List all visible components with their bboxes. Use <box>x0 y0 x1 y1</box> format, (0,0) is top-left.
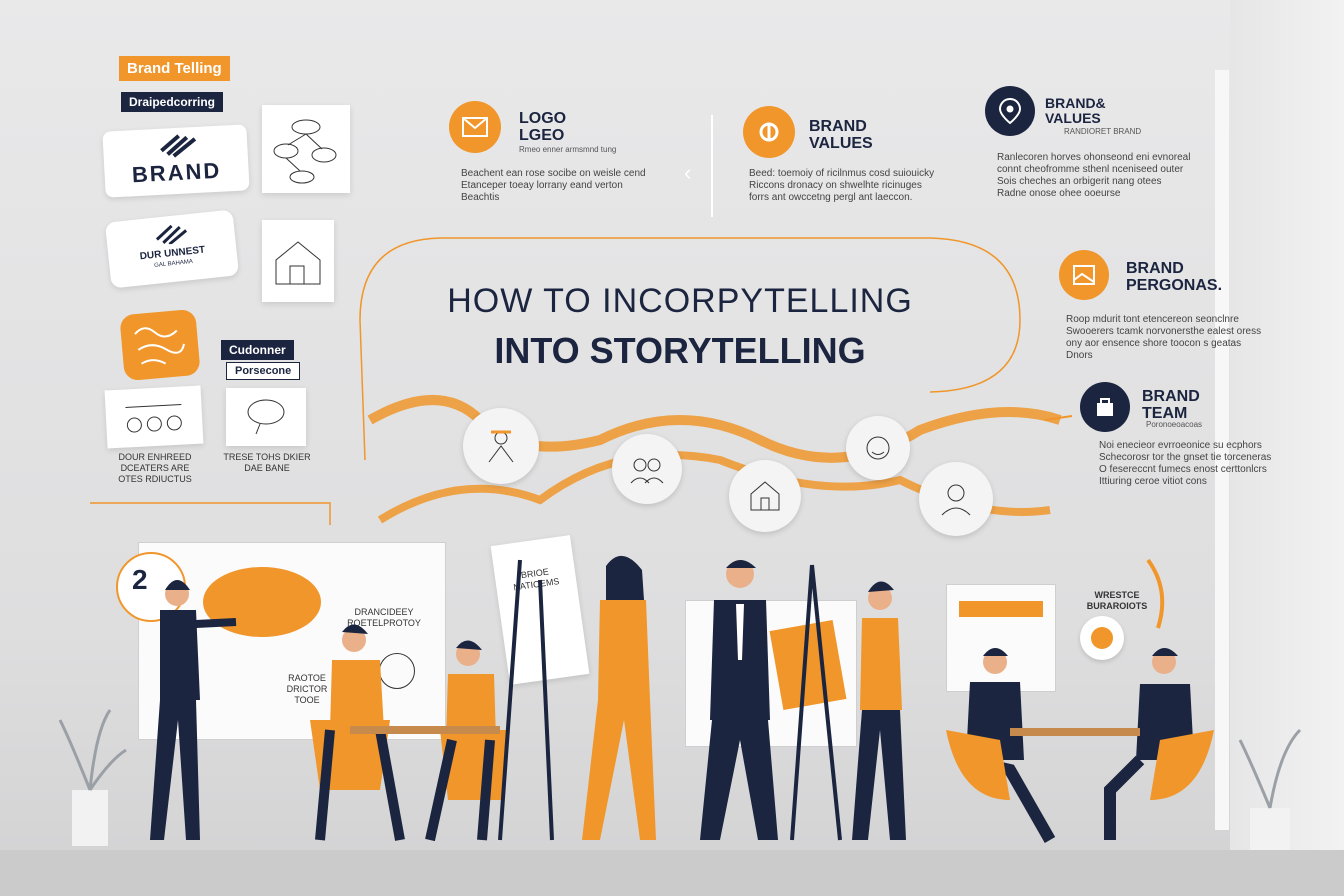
brand-logo-card-2: DUR UNNEST GAL BAHAMA <box>104 209 240 289</box>
easel-stand <box>498 559 554 841</box>
board-left-text: RAOTOE DRICTOR TOOE <box>286 673 328 705</box>
team-feature-subtitle: Poronoeoacoas <box>1146 420 1203 429</box>
headline-line-2: INTO STORYTELLING <box>494 330 866 371</box>
orange-dot-icon <box>1091 627 1113 649</box>
values-feature-body: Beed: toemoiy of ricilnmus cosd suiouick… <box>749 168 935 203</box>
presenter-woman-right <box>852 581 906 840</box>
at-sign-icon <box>759 122 779 142</box>
right-board-text: WRESTCE BURAROIOTS <box>1086 590 1148 611</box>
flow-node-5 <box>919 462 993 536</box>
personas-feature-title: BRAND PERGONAS. <box>1126 260 1223 294</box>
personas-feature-body: Roop mdurit tont etencereon seonclnre Sw… <box>1066 314 1262 361</box>
envelope-icon <box>462 117 488 137</box>
image-frame-icon <box>1073 265 1095 285</box>
person-sketch-icon <box>488 430 514 463</box>
left-caption-1: DOUR ENHREED DCEATERS ARE OTES RDIUCTUS <box>118 452 192 484</box>
flow-node-2 <box>612 434 682 504</box>
flow-node-4 <box>846 416 910 480</box>
headline-line-1: HOW TO INCORPYTELLING <box>447 282 913 320</box>
portrait-icon <box>941 484 971 516</box>
sub-tag: Draipedcorring <box>121 92 224 112</box>
face-sketch-icon <box>866 436 890 460</box>
bag-icon <box>1097 398 1113 416</box>
sketch-card-4 <box>226 388 306 446</box>
customer-tag: Cudonner <box>221 340 294 360</box>
divider-line <box>711 115 713 217</box>
meeting-table-left <box>350 726 500 734</box>
logo-feature-title: LOGO LGEO <box>519 110 567 144</box>
flow-node-3 <box>729 460 801 532</box>
values-feature-title: BRAND VALUES <box>809 118 873 152</box>
chair-orange-right <box>946 730 1010 800</box>
scribble-icon <box>134 327 185 365</box>
brand-logo-card: BRAND <box>102 124 250 198</box>
presenter-man-center <box>700 560 778 840</box>
persona-tag: Porsecone <box>226 362 301 380</box>
location-feature-badge <box>985 86 1035 136</box>
team-feature-body: Noi enecieor evrroeonice su ecphors Sche… <box>1099 440 1272 487</box>
sketch-diagram-icon <box>273 119 337 184</box>
left-caption-2: TRESE TOHS DKIER DAE BANE <box>223 452 311 473</box>
people-icon <box>630 458 664 484</box>
chair-orange-far-right <box>1150 730 1214 800</box>
brand-values-right-subtitle: RANDIORET BRAND <box>1064 127 1142 136</box>
arrow-left-icon: ‹ <box>684 160 692 185</box>
orange-header-strip <box>959 601 1043 617</box>
presenter-woman-left <box>150 580 237 840</box>
values-feature-badge <box>743 106 795 158</box>
brand-mark-icon <box>160 134 197 158</box>
idea-bubble <box>1080 616 1124 660</box>
brand-telling-tag: Brand Telling <box>119 56 230 81</box>
logo-feature-badge <box>449 101 501 153</box>
team-feature-title: BRAND TEAM <box>1142 388 1200 422</box>
decorative-pillar <box>1215 70 1229 830</box>
plant-left <box>58 709 127 846</box>
personas-feature-badge <box>1059 250 1109 300</box>
persona-sticker <box>119 308 201 382</box>
people-sketch-icon <box>125 404 182 433</box>
location-pin-icon <box>998 97 1022 125</box>
team-feature-badge <box>1080 382 1130 432</box>
logo-feature-subtitle: Rmeo enner armsmnd tung <box>519 145 617 154</box>
seated-woman-1 <box>310 624 405 841</box>
badge-number: 2 <box>132 564 148 595</box>
flow-node-1 <box>463 408 539 484</box>
sketch-card-3 <box>104 385 204 449</box>
brand-values-right-title: BRAND& VALUES <box>1045 95 1106 126</box>
brand-mark-small-icon <box>155 224 188 246</box>
house-sketch-icon <box>275 241 321 285</box>
sketch-card-1 <box>262 105 350 193</box>
meeting-table-right <box>1010 728 1140 736</box>
speech-sketch-icon <box>247 399 285 435</box>
floor <box>0 850 1344 896</box>
seated-woman-2 <box>425 640 510 842</box>
storefront-icon <box>750 481 780 511</box>
sketch-card-2 <box>262 220 334 302</box>
logo-feature-body: Beachent ean rose socibe on weisle cend … <box>461 168 646 203</box>
board-center-text: DRANCIDEEY ROETELPROTOY <box>347 607 421 628</box>
presenter-woman-center <box>582 555 656 840</box>
brand-values-right-body: Ranlecoren horves ohonseond eni evnoreal… <box>997 152 1191 199</box>
plant-right <box>1238 728 1302 850</box>
easel-stand-2 <box>790 564 842 841</box>
